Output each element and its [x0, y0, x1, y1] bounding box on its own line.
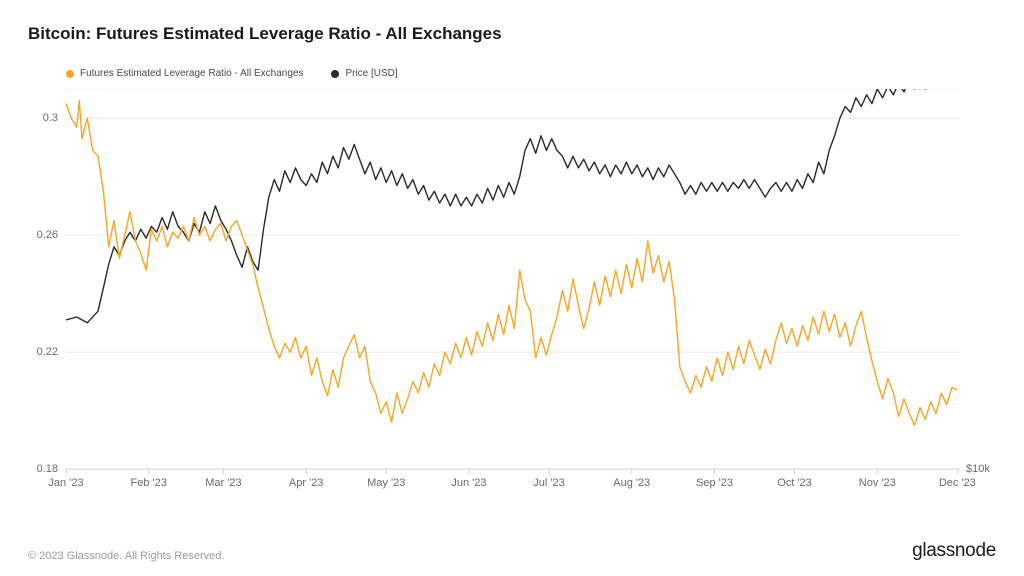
ytick-label: 0.18: [28, 463, 58, 475]
ytick-label: 0.22: [28, 346, 58, 358]
xtick-label: Apr '23: [289, 477, 324, 489]
ytick-label: 0.3: [28, 112, 58, 124]
copyright-text: © 2023 Glassnode. All Rights Reserved.: [28, 550, 224, 562]
chart-svg: [28, 89, 1000, 499]
chart-area: 0.18 0.22 0.26 0.3 $10k Jan '23 Feb '23 Mar '23…: [28, 89, 996, 499]
ytick-label: 0.26: [28, 229, 58, 241]
legend: Futures Estimated Leverage Ratio - All E…: [66, 68, 996, 79]
xtick-label: Jun '23: [451, 477, 486, 489]
xtick-label: Jan '23: [48, 477, 83, 489]
xtick-label: Aug '23: [613, 477, 650, 489]
brand-logo: glassnode: [912, 540, 996, 562]
xtick-label: Oct '23: [777, 477, 812, 489]
legend-dot-leverage: [66, 70, 74, 78]
footer: © 2023 Glassnode. All Rights Reserved. g…: [28, 540, 996, 562]
chart-title: Bitcoin: Futures Estimated Leverage Rati…: [28, 24, 996, 44]
legend-dot-price: [331, 70, 339, 78]
legend-label-price: Price [USD]: [345, 68, 397, 79]
xtick-label: Nov '23: [859, 477, 896, 489]
xtick-label: May '23: [367, 477, 405, 489]
xtick-label: Dec '23: [939, 477, 976, 489]
xtick-label: Mar '23: [205, 477, 241, 489]
legend-item-leverage: Futures Estimated Leverage Ratio - All E…: [66, 68, 303, 79]
legend-item-price: Price [USD]: [331, 68, 397, 79]
ytick-label-right: $10k: [966, 463, 990, 475]
xtick-label: Feb '23: [131, 477, 167, 489]
xtick-label: Jul '23: [533, 477, 564, 489]
xtick-label: Sep '23: [696, 477, 733, 489]
legend-label-leverage: Futures Estimated Leverage Ratio - All E…: [80, 68, 303, 79]
